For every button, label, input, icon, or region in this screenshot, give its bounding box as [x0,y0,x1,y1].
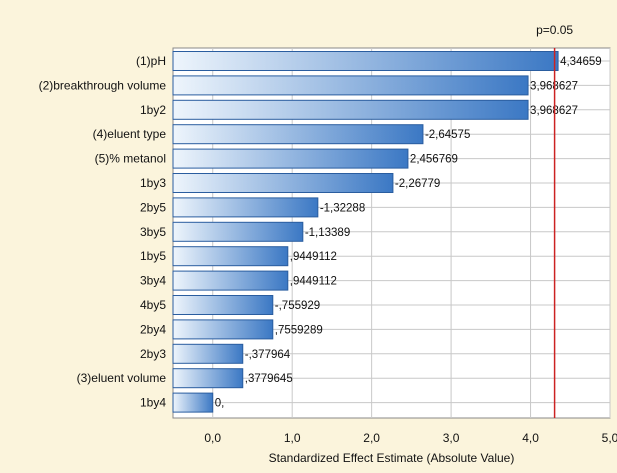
data-label: -1,32288 [320,202,365,214]
category-label: (5)% metanol [95,152,166,166]
category-label: (4)eluent type [93,127,167,141]
category-label: 2by5 [140,200,166,214]
category-label: (1)pH [136,54,166,68]
bar [172,221,304,242]
x-tick-label: 0,0 [204,431,221,445]
category-label: 3by5 [140,225,166,239]
category-label: 2by4 [140,322,166,336]
bars [172,51,559,413]
data-label: ,9449112 [290,251,337,263]
bar [172,343,244,364]
category-label: 1by5 [140,249,166,263]
data-label: ,7559289 [275,324,323,336]
data-label: -1,13389 [305,227,350,239]
bar [172,246,289,267]
bar [172,392,214,413]
category-label: (2)breakthrough volume [39,78,167,92]
data-label: -2,26779 [395,178,440,190]
x-tick-label: 5,0 [602,431,617,445]
bar [172,99,529,120]
category-labels: (1)pH (2)breakthrough volume 1by2 (4)eluent… [39,54,167,410]
x-tick-label: 1,0 [284,431,301,445]
category-label: 1by2 [140,103,166,117]
data-label: 0, [215,398,225,410]
bar [172,51,559,71]
category-label: 2by3 [140,347,166,361]
x-tick-labels: 0,0 1,0 2,0 3,0 4,0 5,0 [204,431,617,445]
bar [172,197,319,218]
x-axis-title: Standardized Effect Estimate (Absolute V… [269,451,515,465]
x-tick-label: 4,0 [522,431,539,445]
significance-label: p=0.05 [536,23,573,37]
x-tick-label: 2,0 [363,431,380,445]
data-label: -2,64575 [425,129,470,141]
x-tick-label: 3,0 [443,431,460,445]
data-label: ,9449112 [290,276,337,288]
category-label: 1by4 [140,396,166,410]
category-label: 4by5 [140,298,166,312]
data-label: -,377964 [245,349,291,361]
category-label: 3by4 [140,274,166,288]
data-label: -,755929 [275,300,320,312]
bar [172,124,424,145]
bar [172,319,274,340]
bar [172,295,274,315]
data-label: 2,456769 [410,154,458,166]
data-label: ,3779645 [245,373,293,385]
category-label: 1by3 [140,176,166,190]
bar [172,148,409,169]
bar [172,368,244,389]
category-label: (3)eluent volume [77,371,167,385]
bar [172,270,289,291]
bar [172,173,394,193]
data-labels: 4,346593,9686273,968627-2,645752,456769-… [215,56,602,410]
data-label: 4,34659 [560,56,602,68]
bar [172,75,529,96]
